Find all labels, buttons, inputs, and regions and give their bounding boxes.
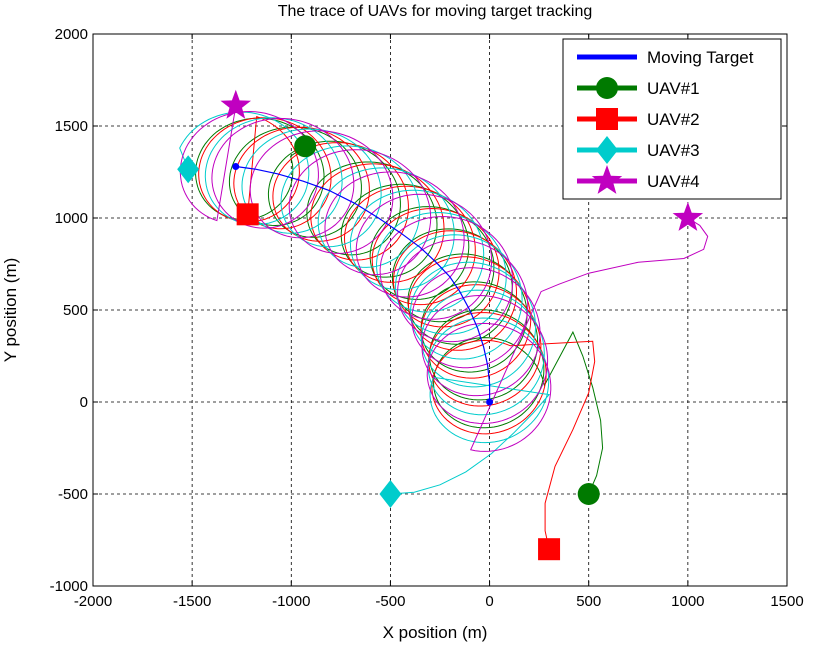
legend-marker bbox=[596, 108, 618, 130]
uav-trace bbox=[179, 105, 709, 452]
legend-label: UAV#2 bbox=[647, 110, 700, 129]
y-tick-label: 1000 bbox=[55, 210, 88, 227]
y-tick-label: 500 bbox=[63, 302, 88, 319]
ticks: -2000 -1500 -1000 -500 0 500 1000 1500 -1000 -500… bbox=[50, 26, 804, 610]
x-tick-label: -500 bbox=[375, 593, 405, 610]
legend-label: Moving Target bbox=[647, 48, 754, 67]
y-tick-label: 2000 bbox=[55, 26, 88, 43]
legend-marker bbox=[591, 165, 623, 194]
legend-marker bbox=[596, 77, 618, 99]
uav-start-marker bbox=[577, 483, 600, 505]
uav-trace bbox=[198, 115, 596, 550]
y-tick-label: 0 bbox=[80, 394, 88, 411]
x-tick-label: 0 bbox=[485, 593, 493, 610]
x-axis-label: X position (m) bbox=[383, 623, 488, 642]
x-tick-label: -1000 bbox=[272, 593, 310, 610]
chart-title: The trace of UAVs for moving target trac… bbox=[278, 3, 593, 20]
target-start-point bbox=[486, 398, 494, 406]
uav-start-marker bbox=[538, 538, 561, 561]
uav-end-marker bbox=[236, 203, 259, 226]
x-tick-label: 1500 bbox=[770, 593, 803, 610]
y-tick-label: 1500 bbox=[55, 118, 88, 135]
uav-trace bbox=[195, 117, 604, 495]
legend-label: UAV#3 bbox=[647, 141, 700, 160]
legend: Moving Target UAV#1 UAV#2 UAV#3 UAV#4 bbox=[562, 38, 782, 200]
grid bbox=[93, 34, 787, 586]
uav-end-marker bbox=[294, 135, 317, 158]
target-end-point bbox=[232, 162, 240, 170]
x-tick-label: -1500 bbox=[173, 593, 211, 610]
uav-end-marker bbox=[220, 89, 251, 119]
legend-label: UAV#1 bbox=[647, 79, 700, 98]
uav-start-marker bbox=[379, 480, 402, 508]
target-trace bbox=[235, 165, 491, 402]
legend-marker bbox=[596, 136, 618, 164]
legend-label: UAV#4 bbox=[647, 172, 700, 191]
y-axis-label: Y position (m) bbox=[1, 258, 20, 363]
uav-start-marker bbox=[672, 202, 704, 231]
y-tick-label: -1000 bbox=[50, 578, 88, 595]
x-tick-label: -2000 bbox=[74, 593, 112, 610]
plot-area bbox=[177, 89, 709, 561]
uav-end-marker bbox=[177, 155, 200, 184]
legend-marker bbox=[604, 54, 610, 60]
y-tick-label: -500 bbox=[58, 486, 88, 503]
x-tick-label: 500 bbox=[576, 593, 601, 610]
x-tick-label: 1000 bbox=[671, 593, 704, 610]
